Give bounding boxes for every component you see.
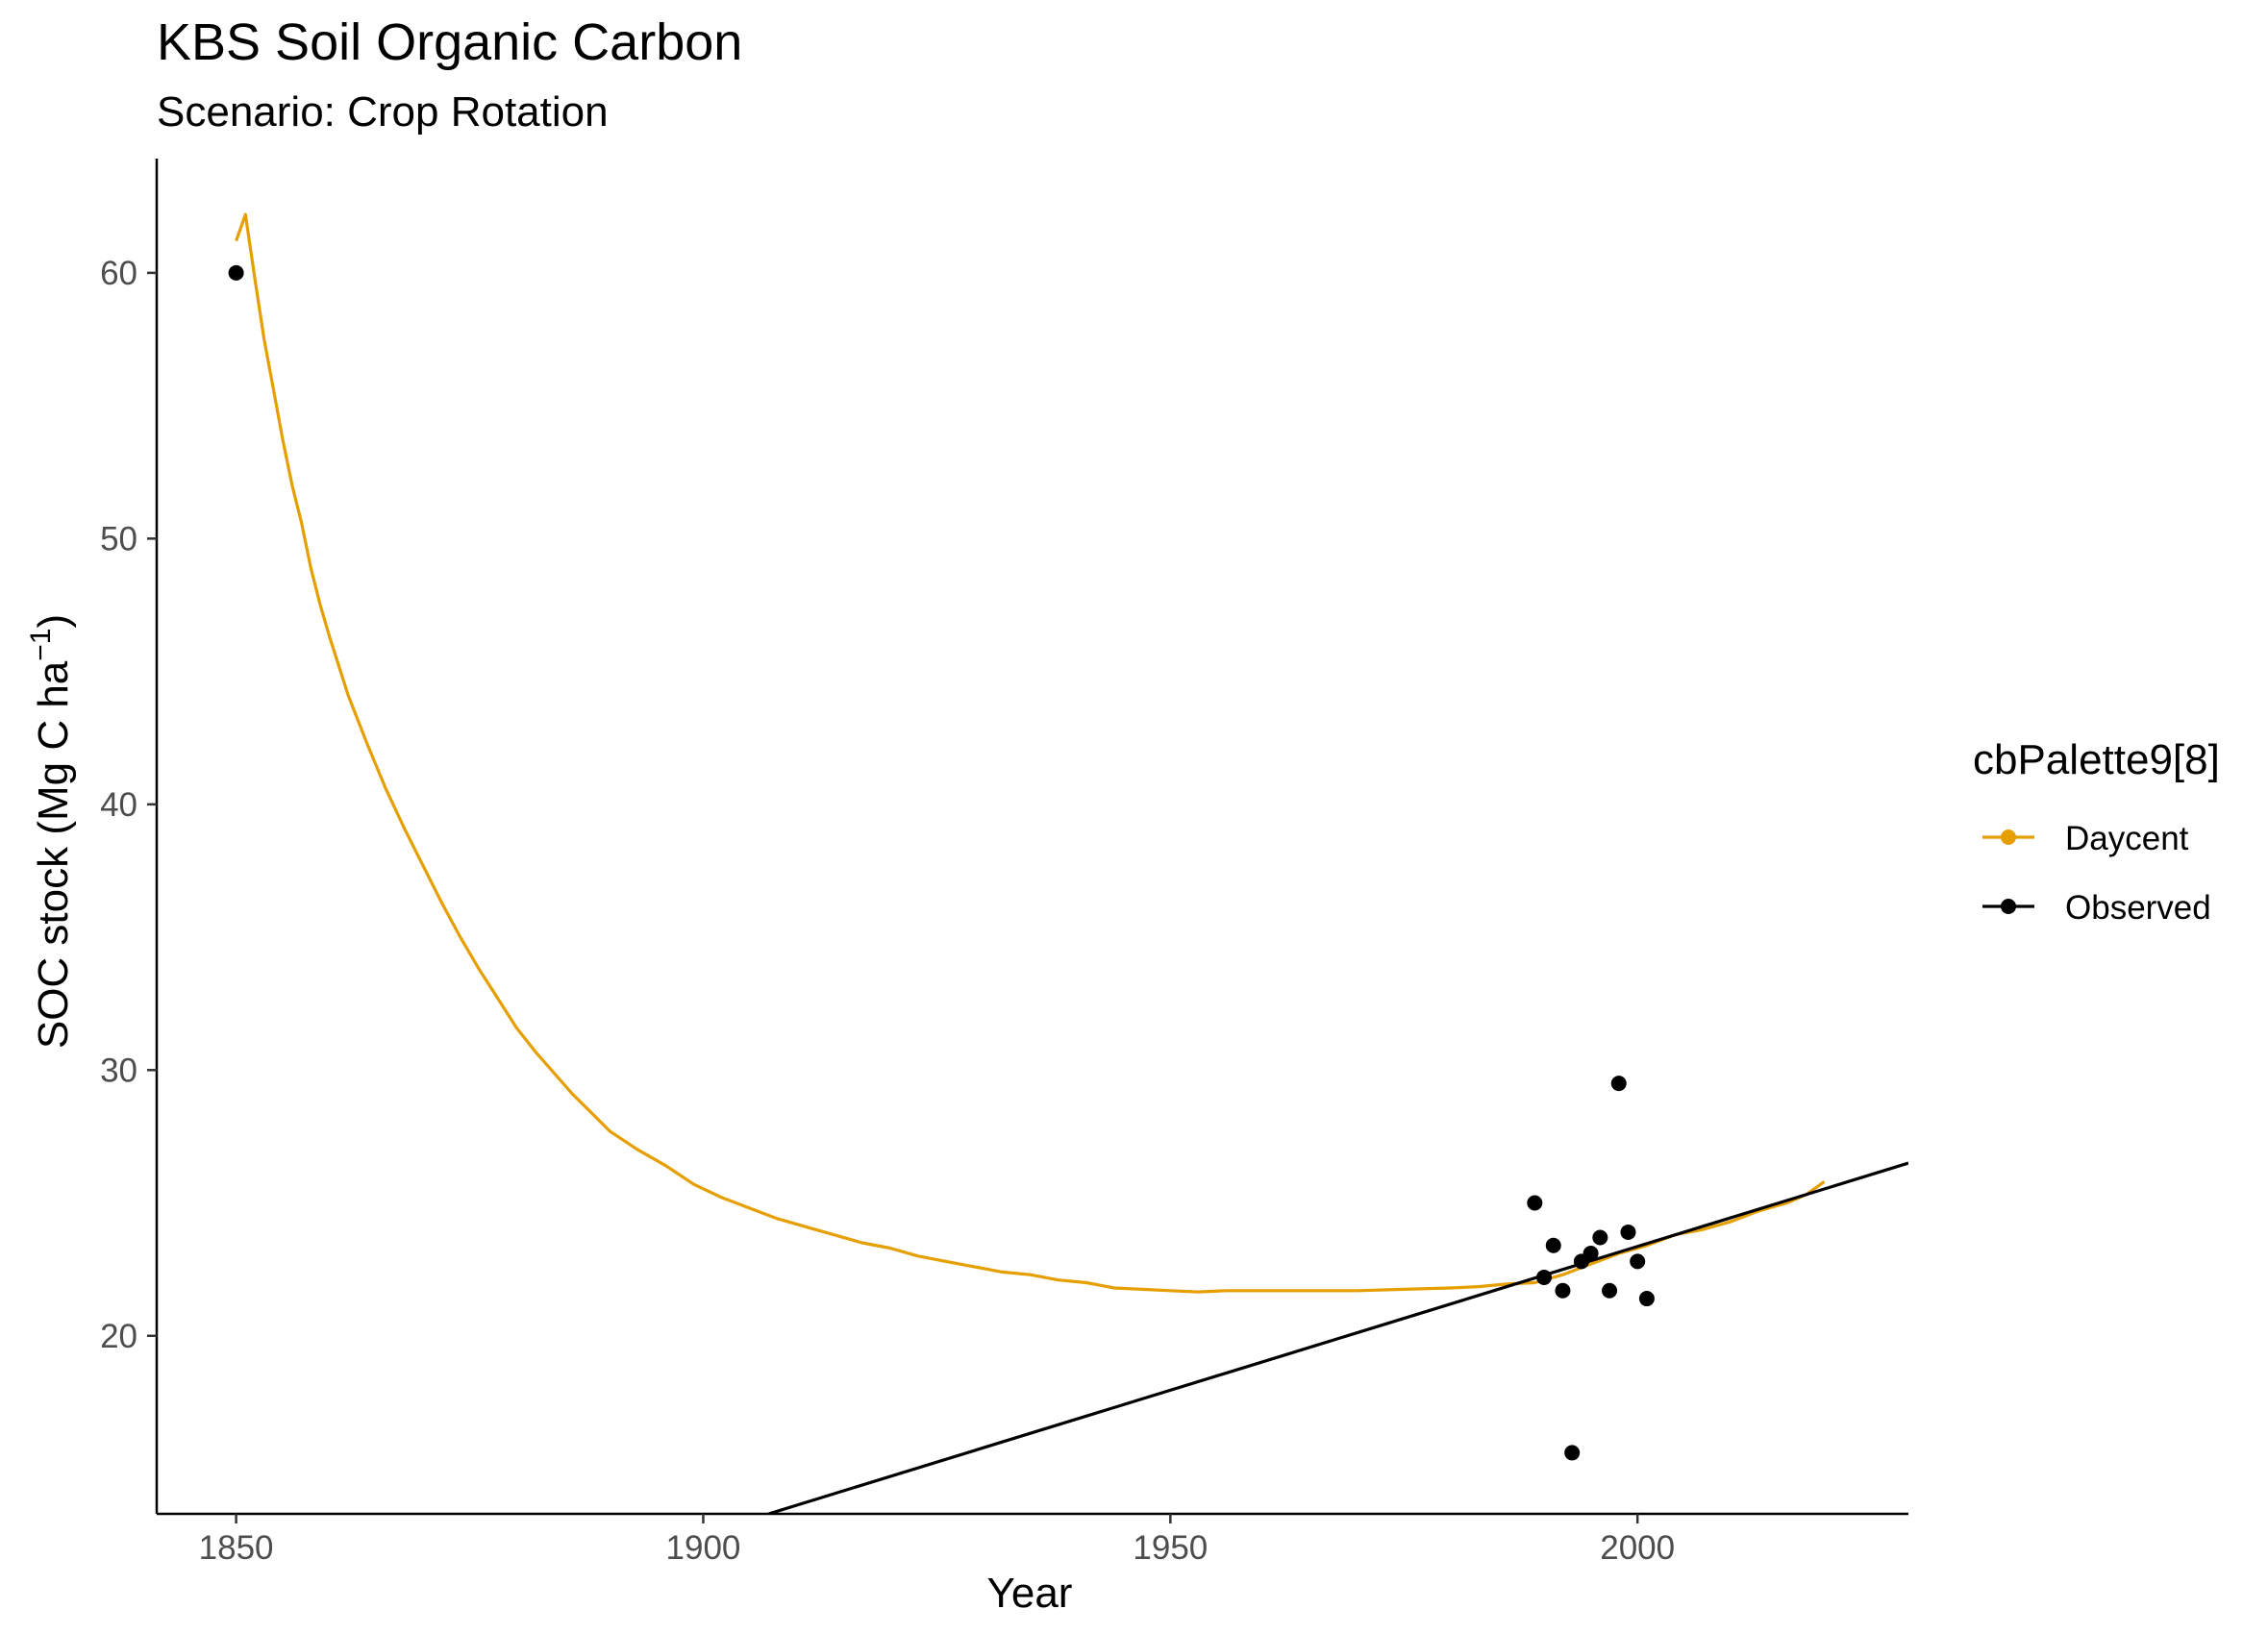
legend-label: Observed bbox=[2065, 889, 2211, 927]
axes: 1850 1900 1950 2000 20 30 40 50 60 bbox=[100, 159, 1908, 1567]
observed-point bbox=[228, 264, 244, 281]
observed-point bbox=[1583, 1246, 1599, 1262]
y-axis-title-close: ) bbox=[30, 614, 77, 629]
observed-trend-line bbox=[768, 1161, 1908, 1514]
x-tick-label: 1850 bbox=[199, 1529, 274, 1567]
legend-title: cbPalette9[8] bbox=[1973, 736, 2220, 783]
x-tick-label: 1950 bbox=[1133, 1529, 1208, 1567]
x-tick-label: 1900 bbox=[666, 1529, 741, 1567]
observed-point bbox=[1564, 1445, 1581, 1461]
legend: cbPalette9[8] Daycent Observed bbox=[1973, 736, 2220, 927]
observed-point bbox=[1555, 1282, 1571, 1299]
observed-point bbox=[1536, 1269, 1553, 1285]
plot-marks-group bbox=[228, 212, 1908, 1514]
y-tick-label: 50 bbox=[100, 520, 137, 557]
observed-point bbox=[1610, 1076, 1627, 1092]
y-tick-label: 60 bbox=[100, 255, 137, 292]
observed-point bbox=[1638, 1291, 1655, 1307]
y-tick-label: 30 bbox=[100, 1052, 137, 1089]
chart-subtitle: Scenario: Crop Rotation bbox=[157, 88, 609, 136]
observed-point bbox=[1592, 1229, 1608, 1246]
y-axis-title-superscript: −1 bbox=[25, 629, 57, 661]
legend-key-point bbox=[2001, 899, 2016, 914]
daycent-line bbox=[235, 212, 1826, 1294]
x-axis-title: Year bbox=[987, 1570, 1073, 1617]
observed-point bbox=[1545, 1237, 1561, 1253]
legend-key-point bbox=[2001, 829, 2016, 845]
plot-area bbox=[228, 212, 1908, 1514]
observed-point bbox=[1602, 1282, 1618, 1299]
observed-point bbox=[1527, 1195, 1543, 1211]
chart-title: KBS Soil Organic Carbon bbox=[157, 13, 742, 71]
y-tick-label: 40 bbox=[100, 786, 137, 824]
legend-label: Daycent bbox=[2065, 820, 2189, 857]
y-axis-title-main: SOC stock (Mg C ha bbox=[30, 660, 77, 1049]
legend-items: Daycent Observed bbox=[1982, 820, 2211, 927]
x-tick-label: 2000 bbox=[1600, 1529, 1675, 1567]
y-axis-title: SOC stock (Mg C ha−1) bbox=[25, 614, 77, 1049]
y-tick-label: 20 bbox=[100, 1318, 137, 1355]
observed-point bbox=[1630, 1253, 1646, 1270]
observed-point bbox=[1620, 1224, 1636, 1240]
